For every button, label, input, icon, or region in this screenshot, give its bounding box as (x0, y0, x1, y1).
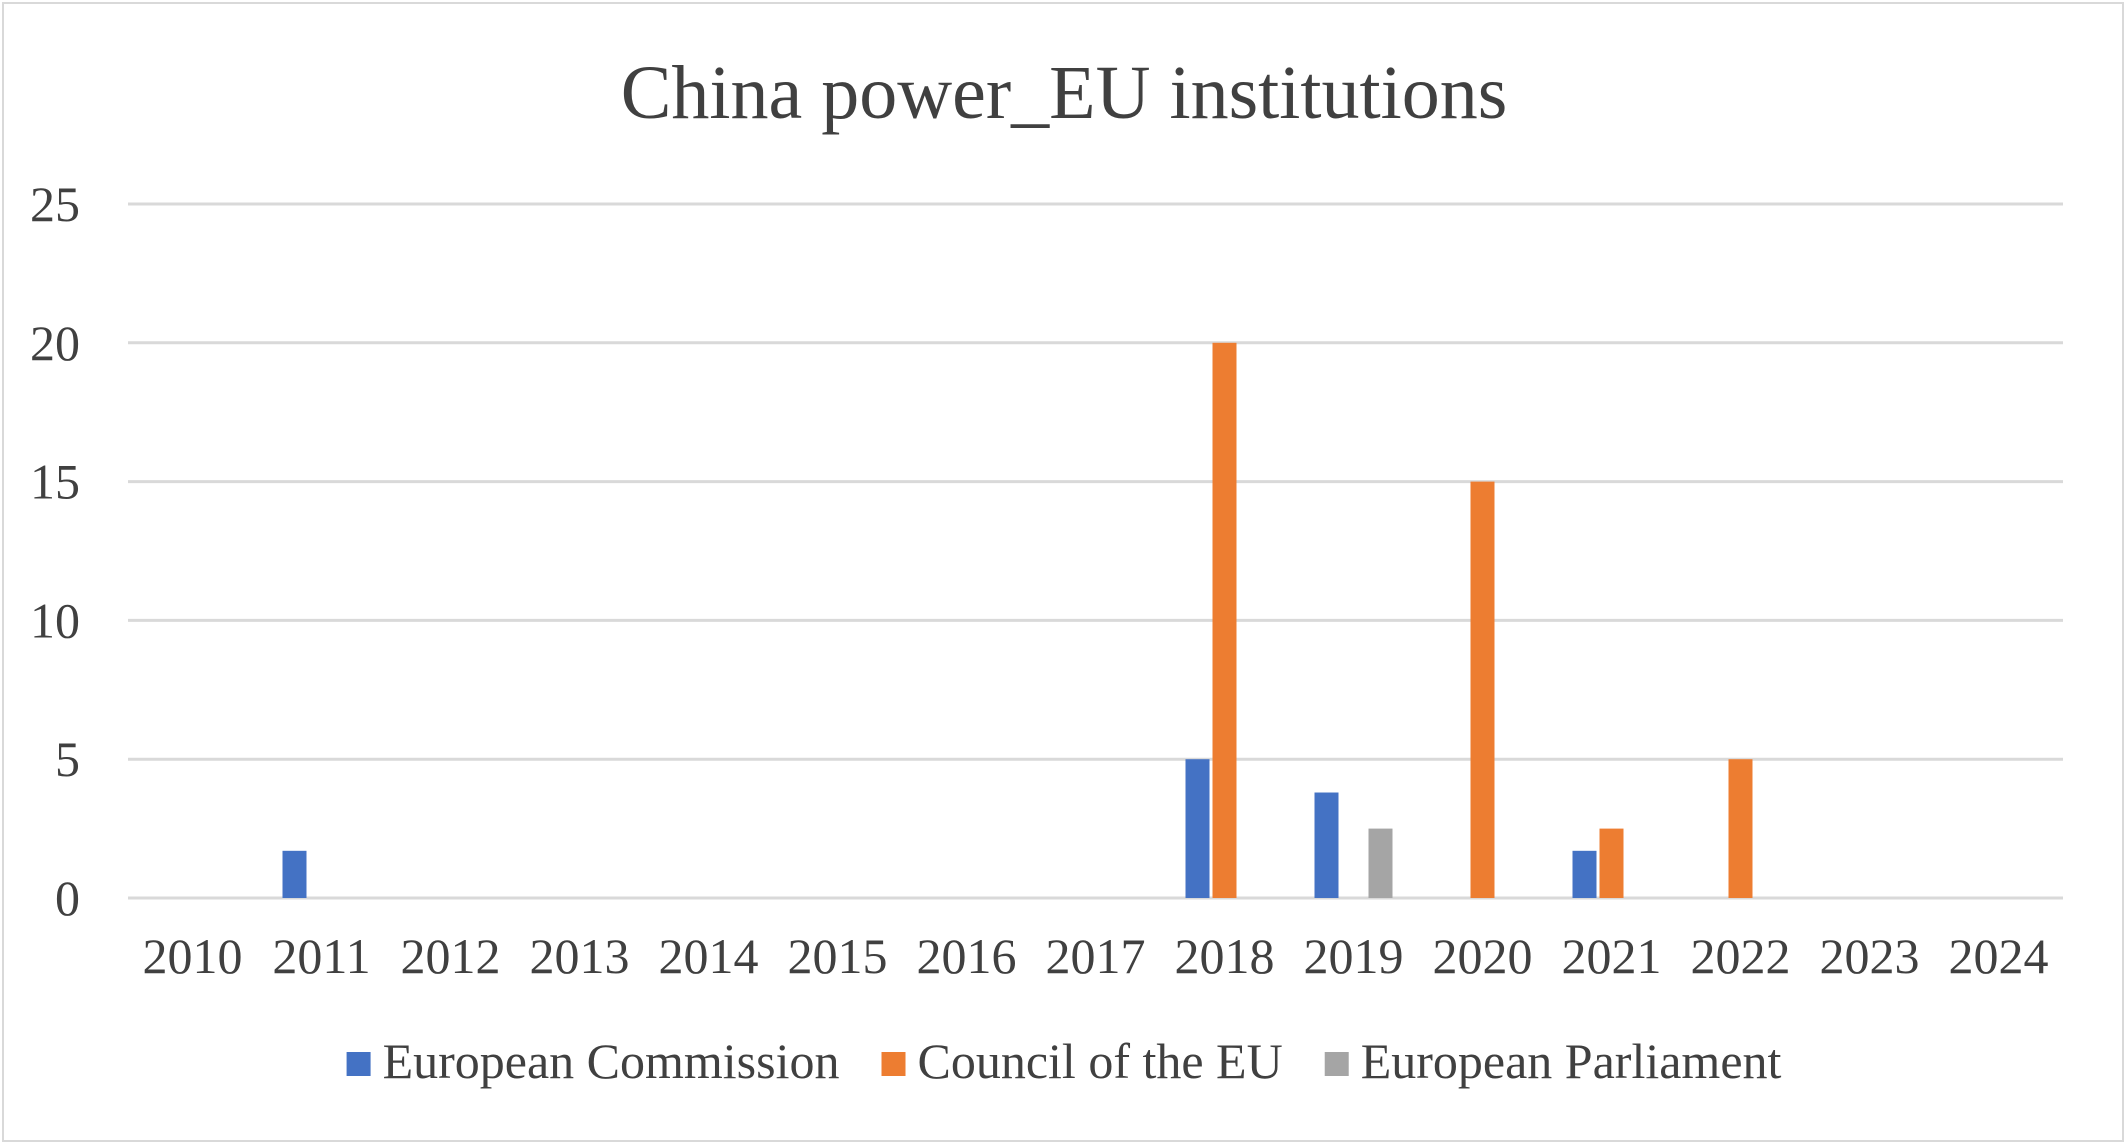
legend-item-european-commission: European Commission (346, 1033, 840, 1089)
legend-swatch (881, 1052, 906, 1076)
x-tick-label: 2016 (917, 928, 1017, 984)
bar-european-commission-2019 (1314, 792, 1339, 898)
x-tick-label: 2021 (1562, 928, 1662, 984)
y-tick-label: 25 (30, 176, 80, 232)
y-tick-label: 10 (30, 592, 80, 648)
x-tick-label: 2022 (1691, 928, 1791, 984)
x-axis-ticks: 2010 2011 2012 2013 2014 2015 2016 2017 2018 2019… (143, 928, 2049, 984)
bars (282, 342, 1753, 898)
legend-label: Council of the EU (918, 1033, 1283, 1089)
y-axis-ticks: 0 5 10 15 20 25 (30, 176, 80, 926)
bar-council-of-the-eu-2022 (1728, 759, 1753, 898)
x-tick-label: 2012 (401, 928, 501, 984)
x-tick-label: 2017 (1046, 928, 1146, 984)
x-tick-label: 2020 (1433, 928, 1533, 984)
legend: European Commission Council of the EU Euro… (346, 1033, 1782, 1089)
legend-item-european-parliament: European Parliament (1324, 1033, 1782, 1089)
x-tick-label: 2010 (143, 928, 243, 984)
bar-european-commission-2018 (1185, 759, 1210, 898)
legend-swatch (1324, 1052, 1349, 1076)
grid-lines (128, 202, 2063, 900)
bar-council-of-the-eu-2021 (1599, 828, 1624, 898)
bar-council-of-the-eu-2018 (1212, 342, 1237, 898)
chart-title: China power_EU institutions (621, 51, 1508, 135)
x-tick-label: 2013 (530, 928, 630, 984)
bar-european-commission-2011 (282, 850, 307, 898)
y-tick-label: 15 (30, 454, 80, 510)
bar-european-commission-2021 (1572, 850, 1597, 898)
x-tick-label: 2023 (1820, 928, 1920, 984)
x-tick-label: 2014 (659, 928, 759, 984)
legend-swatch (346, 1052, 371, 1076)
x-tick-label: 2018 (1175, 928, 1275, 984)
x-tick-label: 2019 (1304, 928, 1404, 984)
y-tick-label: 0 (55, 870, 80, 926)
legend-label: European Parliament (1361, 1033, 1782, 1089)
legend-label: European Commission (383, 1033, 840, 1089)
y-tick-label: 5 (55, 731, 80, 787)
y-tick-label: 20 (30, 315, 80, 371)
x-tick-label: 2011 (272, 928, 370, 984)
bar-council-of-the-eu-2020 (1470, 481, 1495, 898)
legend-item-council-of-the-eu: Council of the EU (881, 1033, 1283, 1089)
x-tick-label: 2024 (1949, 928, 2049, 984)
bar-european-parliament-2019 (1368, 828, 1393, 898)
x-tick-label: 2015 (788, 928, 888, 984)
